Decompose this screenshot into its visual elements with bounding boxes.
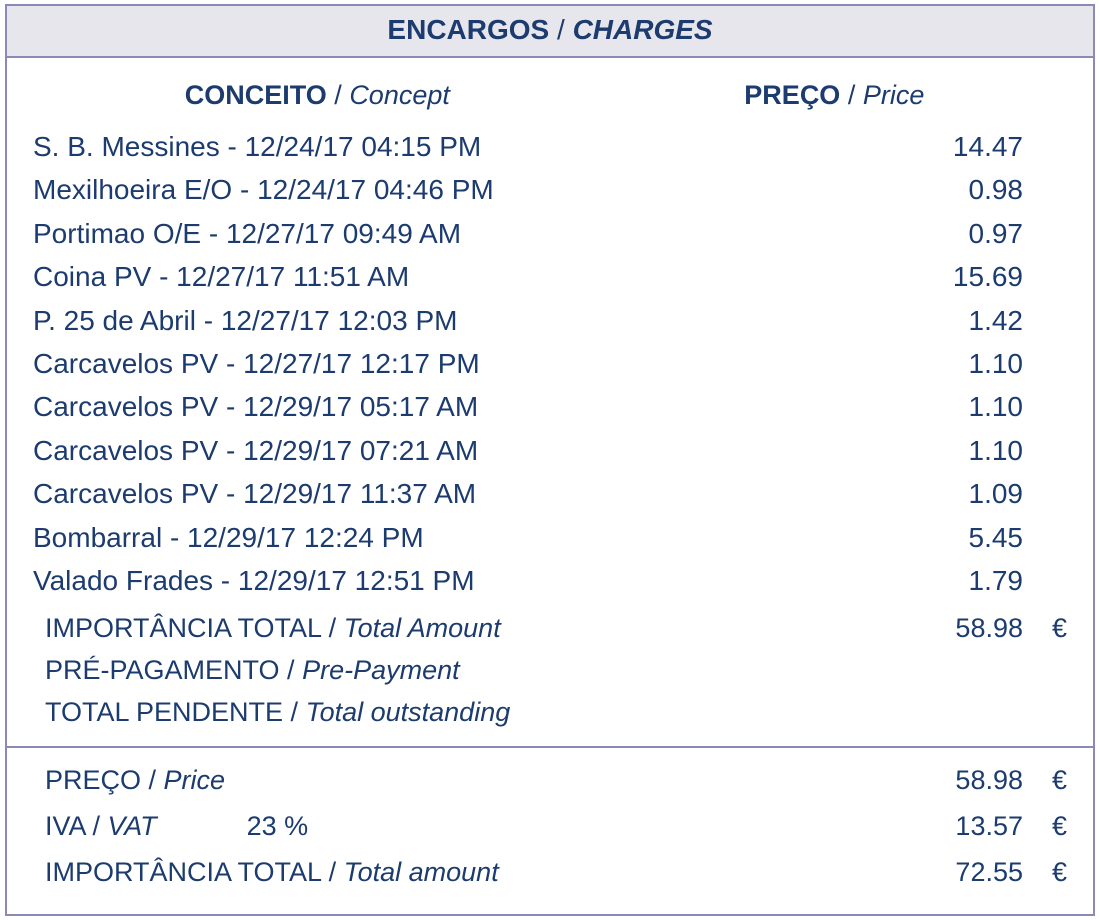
summary-prepay-sep: / (280, 655, 303, 685)
price-header-sep: / (840, 80, 863, 110)
footer-price-en: Price (164, 765, 226, 795)
item-row: P. 25 de Abril - 12/27/17 12:03 PM1.42 (33, 299, 1067, 342)
title-sep: / (549, 14, 572, 45)
item-row: S. B. Messines - 12/24/17 04:15 PM14.47 (33, 125, 1067, 168)
item-desc: Portimao O/E - 12/27/17 09:49 AM (33, 212, 883, 255)
title-en: CHARGES (573, 14, 713, 45)
summary-prepay-en: Pre-Payment (302, 655, 460, 685)
summary-total-sep: / (321, 613, 344, 643)
item-price: 1.42 (883, 299, 1023, 342)
summary-block: IMPORTÂNCIA TOTAL / Total Amount 58.98 €… (33, 608, 1067, 734)
summary-outstanding-pt: TOTAL PENDENTE (45, 697, 283, 727)
item-price: 1.79 (883, 559, 1023, 602)
column-headers: CONCEITO / Concept PREÇO / Price (33, 80, 1067, 111)
item-row: Bombarral - 12/29/17 12:24 PM5.45 (33, 516, 1067, 559)
price-header: PREÇO / Price (602, 80, 1067, 111)
item-desc: P. 25 de Abril - 12/27/17 12:03 PM (33, 299, 883, 342)
item-row: Carcavelos PV - 12/29/17 07:21 AM1.10 (33, 429, 1067, 472)
item-row: Mexilhoeira E/O - 12/24/17 04:46 PM0.98 (33, 168, 1067, 211)
concept-header: CONCEITO / Concept (33, 80, 602, 111)
title-pt: ENCARGOS (387, 14, 549, 45)
concept-header-en: Concept (349, 80, 450, 110)
item-row: Coina PV - 12/27/17 11:51 AM15.69 (33, 255, 1067, 298)
footer-grand-currency: € (1023, 850, 1067, 896)
footer-price-sep: / (141, 765, 164, 795)
item-desc: Coina PV - 12/27/17 11:51 AM (33, 255, 883, 298)
item-desc: Carcavelos PV - 12/29/17 11:37 AM (33, 472, 883, 515)
footer-grand-sep: / (321, 857, 344, 887)
summary-total-en: Total Amount (344, 613, 501, 643)
footer-price-value: 58.98 (883, 758, 1023, 804)
item-price: 5.45 (883, 516, 1023, 559)
item-price: 1.10 (883, 385, 1023, 428)
items-list: S. B. Messines - 12/24/17 04:15 PM14.47M… (33, 125, 1067, 602)
item-desc: S. B. Messines - 12/24/17 04:15 PM (33, 125, 883, 168)
item-price: 1.09 (883, 472, 1023, 515)
summary-pre-payment: PRÉ-PAGAMENTO / Pre-Payment (33, 650, 1067, 692)
footer-grand-en: Total amount (344, 857, 499, 887)
item-desc: Carcavelos PV - 12/27/17 12:17 PM (33, 342, 883, 385)
receipt-body: CONCEITO / Concept PREÇO / Price S. B. M… (7, 58, 1093, 746)
summary-outstanding-en: Total outstanding (306, 697, 511, 727)
footer-vat-currency: € (1023, 804, 1067, 850)
footer-price-currency: € (1023, 758, 1067, 804)
item-price: 0.98 (883, 168, 1023, 211)
footer-vat-en: VAT (108, 811, 157, 841)
item-desc: Bombarral - 12/29/17 12:24 PM (33, 516, 883, 559)
summary-outstanding: TOTAL PENDENTE / Total outstanding (33, 692, 1067, 734)
item-price: 1.10 (883, 429, 1023, 472)
price-header-en: Price (863, 80, 925, 110)
item-desc: Valado Frades - 12/29/17 12:51 PM (33, 559, 883, 602)
summary-outstanding-sep: / (283, 697, 306, 727)
footer-vat-value: 13.57 (883, 804, 1023, 850)
summary-total-amount: IMPORTÂNCIA TOTAL / Total Amount 58.98 € (33, 608, 1067, 650)
concept-header-pt: CONCEITO (185, 80, 327, 110)
summary-total-pt: IMPORTÂNCIA TOTAL (45, 613, 321, 643)
item-price: 0.97 (883, 212, 1023, 255)
footer-vat-sep: / (85, 811, 108, 841)
summary-total-currency: € (1023, 608, 1067, 650)
item-row: Carcavelos PV - 12/27/17 12:17 PM1.10 (33, 342, 1067, 385)
footer-vat-pt: IVA (45, 811, 85, 841)
footer-grand-value: 72.55 (883, 850, 1023, 896)
item-price: 14.47 (883, 125, 1023, 168)
item-row: Portimao O/E - 12/27/17 09:49 AM0.97 (33, 212, 1067, 255)
title-bar: ENCARGOS / CHARGES (7, 6, 1093, 58)
item-desc: Carcavelos PV - 12/29/17 07:21 AM (33, 429, 883, 472)
item-desc: Carcavelos PV - 12/29/17 05:17 AM (33, 385, 883, 428)
summary-total-value: 58.98 (883, 608, 1023, 650)
concept-header-sep: / (327, 80, 350, 110)
item-desc: Mexilhoeira E/O - 12/24/17 04:46 PM (33, 168, 883, 211)
item-row: Carcavelos PV - 12/29/17 05:17 AM1.10 (33, 385, 1067, 428)
footer-block: PREÇO / Price 58.98 € IVA / VAT 23 % 13.… (7, 746, 1093, 914)
item-price: 1.10 (883, 342, 1023, 385)
footer-grand-total: IMPORTÂNCIA TOTAL / Total amount 72.55 € (33, 850, 1067, 896)
summary-prepay-pt: PRÉ-PAGAMENTO (45, 655, 280, 685)
price-header-pt: PREÇO (744, 80, 840, 110)
footer-price-pt: PREÇO (45, 765, 141, 795)
footer-grand-pt: IMPORTÂNCIA TOTAL (45, 857, 321, 887)
footer-vat: IVA / VAT 23 % 13.57 € (33, 804, 1067, 850)
item-row: Valado Frades - 12/29/17 12:51 PM1.79 (33, 559, 1067, 602)
charges-receipt: ENCARGOS / CHARGES CONCEITO / Concept PR… (5, 4, 1095, 916)
footer-vat-rate: 23 % (247, 804, 309, 850)
item-row: Carcavelos PV - 12/29/17 11:37 AM1.09 (33, 472, 1067, 515)
item-price: 15.69 (883, 255, 1023, 298)
footer-price: PREÇO / Price 58.98 € (33, 758, 1067, 804)
